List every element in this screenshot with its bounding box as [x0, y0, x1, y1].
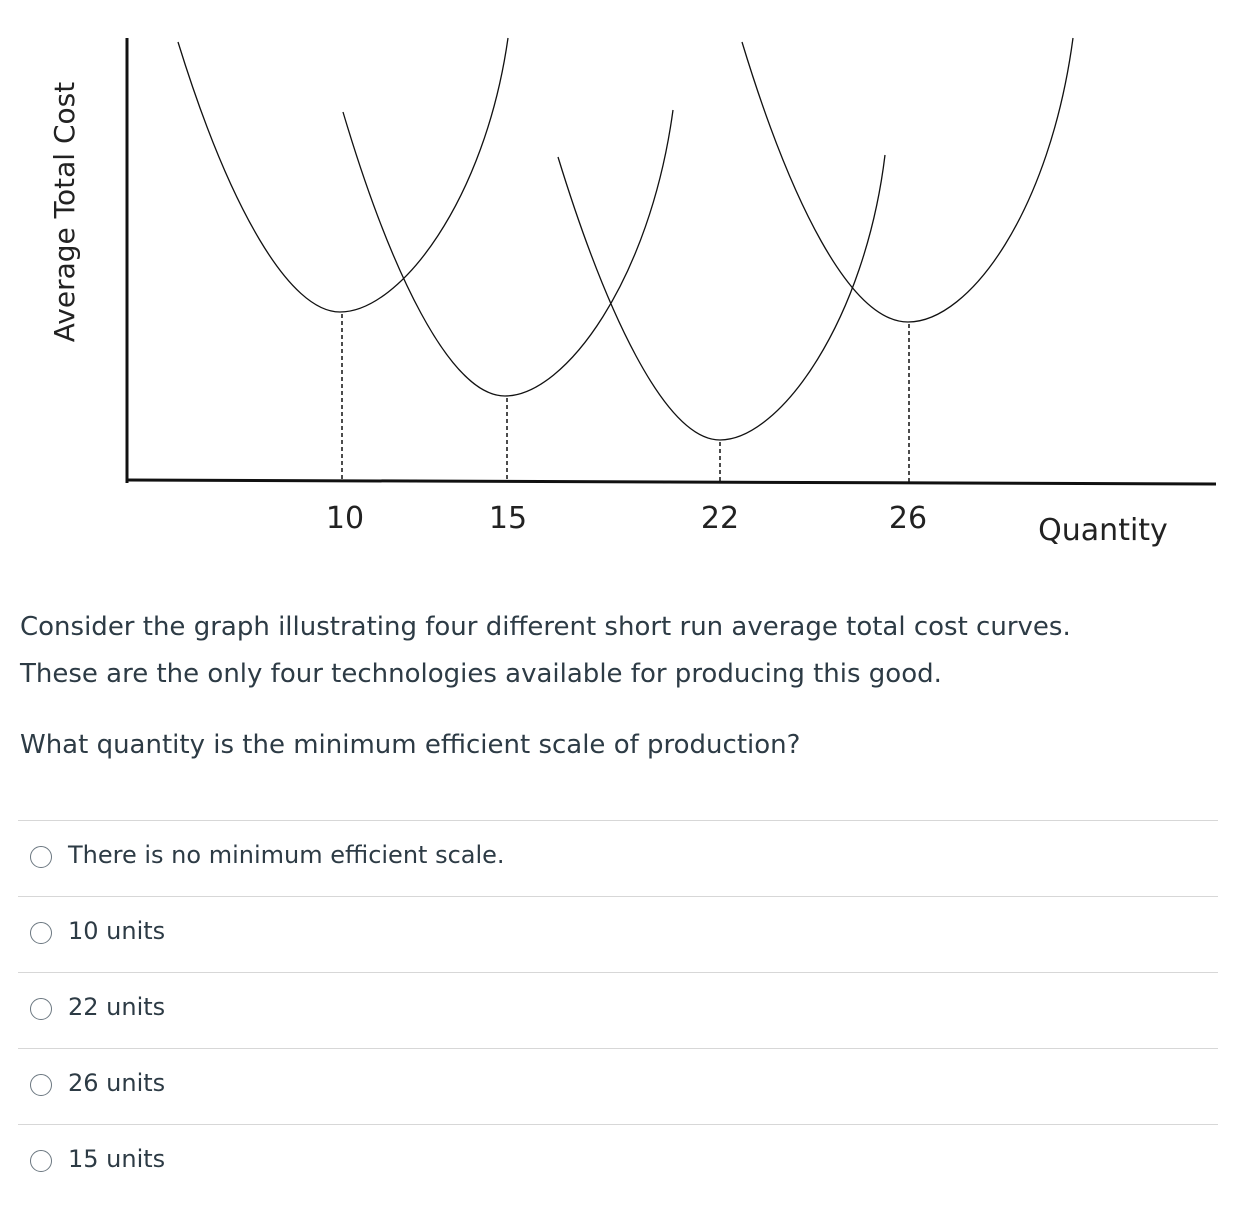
- answer-row: There is no minimum efficient scale.: [18, 820, 1218, 896]
- paragraph: These are the only four technologies ava…: [20, 659, 942, 689]
- answer-label[interactable]: 22 units: [68, 993, 166, 1021]
- answer-row: 26 units: [18, 1048, 1218, 1124]
- x-tick-label: 26: [889, 501, 927, 536]
- answer-label[interactable]: 10 units: [68, 917, 166, 945]
- answer-label[interactable]: 26 units: [68, 1069, 166, 1097]
- graph: Average Total Cost 10 15 22 26 Quantity: [48, 37, 1217, 548]
- x-tick-label: 15: [489, 501, 527, 536]
- answer-label[interactable]: There is no minimum efficient scale.: [68, 841, 505, 869]
- atc-curve: [177, 37, 509, 313]
- min-guides: [341, 314, 910, 482]
- atc-curve: [557, 154, 886, 441]
- paragraph: Consider the graph illustrating four dif…: [20, 612, 1071, 642]
- radio-button[interactable]: [30, 1150, 52, 1172]
- x-tick-label: 22: [701, 501, 739, 536]
- x-axis: [125, 478, 1217, 486]
- y-axis-label: Average Total Cost: [48, 82, 81, 342]
- radio-button[interactable]: [30, 1074, 52, 1096]
- radio-button[interactable]: [30, 922, 52, 944]
- answer-row: 10 units: [18, 896, 1218, 972]
- answer-row: 22 units: [18, 972, 1218, 1048]
- x-axis-label: Quantity: [1038, 513, 1168, 548]
- answer-row: 15 units: [18, 1124, 1218, 1200]
- answer-label[interactable]: 15 units: [68, 1145, 166, 1173]
- radio-button[interactable]: [30, 998, 52, 1020]
- atc-curve: [741, 37, 1074, 323]
- cost-curves: [177, 37, 1074, 441]
- question-prompt: What quantity is the minimum efficient s…: [20, 730, 801, 760]
- radio-button[interactable]: [30, 846, 52, 868]
- atc-curve: [342, 109, 674, 397]
- x-tick-label: 10: [326, 501, 364, 536]
